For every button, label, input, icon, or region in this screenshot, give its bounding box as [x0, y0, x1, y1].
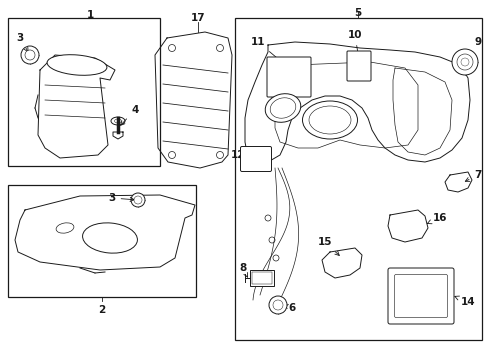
Ellipse shape — [111, 117, 125, 125]
Bar — [251, 272, 271, 284]
FancyBboxPatch shape — [266, 57, 310, 97]
Ellipse shape — [82, 223, 137, 253]
Ellipse shape — [114, 119, 121, 123]
Bar — [8, 185, 196, 297]
Text: 16: 16 — [427, 213, 447, 224]
Ellipse shape — [270, 98, 295, 118]
Ellipse shape — [308, 106, 350, 134]
Text: 1: 1 — [86, 10, 93, 20]
Text: 9: 9 — [466, 37, 481, 59]
Text: 11: 11 — [250, 37, 285, 66]
Circle shape — [168, 45, 175, 51]
Bar — [8, 18, 160, 166]
Ellipse shape — [302, 101, 357, 139]
Circle shape — [456, 54, 472, 70]
Circle shape — [168, 152, 175, 158]
Circle shape — [134, 196, 142, 204]
Text: 17: 17 — [190, 13, 205, 23]
Text: 2: 2 — [98, 305, 105, 315]
Ellipse shape — [56, 223, 74, 233]
Circle shape — [268, 237, 274, 243]
Ellipse shape — [264, 94, 300, 122]
FancyBboxPatch shape — [240, 147, 271, 171]
Circle shape — [272, 300, 283, 310]
Circle shape — [25, 50, 35, 60]
FancyBboxPatch shape — [394, 274, 447, 318]
FancyBboxPatch shape — [387, 268, 453, 324]
Bar — [235, 18, 481, 340]
Text: 8: 8 — [239, 263, 247, 277]
Text: 4: 4 — [121, 105, 139, 125]
Text: 7: 7 — [465, 170, 481, 181]
Text: 15: 15 — [317, 237, 339, 256]
Text: 14: 14 — [454, 296, 474, 307]
Text: 13: 13 — [267, 87, 282, 103]
Text: 3: 3 — [16, 33, 28, 52]
Circle shape — [272, 255, 279, 261]
Text: 5: 5 — [354, 8, 361, 18]
Text: 12: 12 — [230, 150, 245, 160]
Circle shape — [131, 193, 145, 207]
Text: 3: 3 — [108, 193, 134, 203]
Text: 6: 6 — [284, 303, 295, 313]
Bar — [249, 270, 273, 286]
Circle shape — [21, 46, 39, 64]
Circle shape — [451, 49, 477, 75]
Circle shape — [216, 152, 223, 158]
Circle shape — [216, 45, 223, 51]
FancyBboxPatch shape — [346, 51, 370, 81]
Circle shape — [460, 58, 468, 66]
Ellipse shape — [47, 55, 107, 75]
Circle shape — [264, 215, 270, 221]
Text: 10: 10 — [347, 30, 362, 56]
Circle shape — [268, 296, 286, 314]
